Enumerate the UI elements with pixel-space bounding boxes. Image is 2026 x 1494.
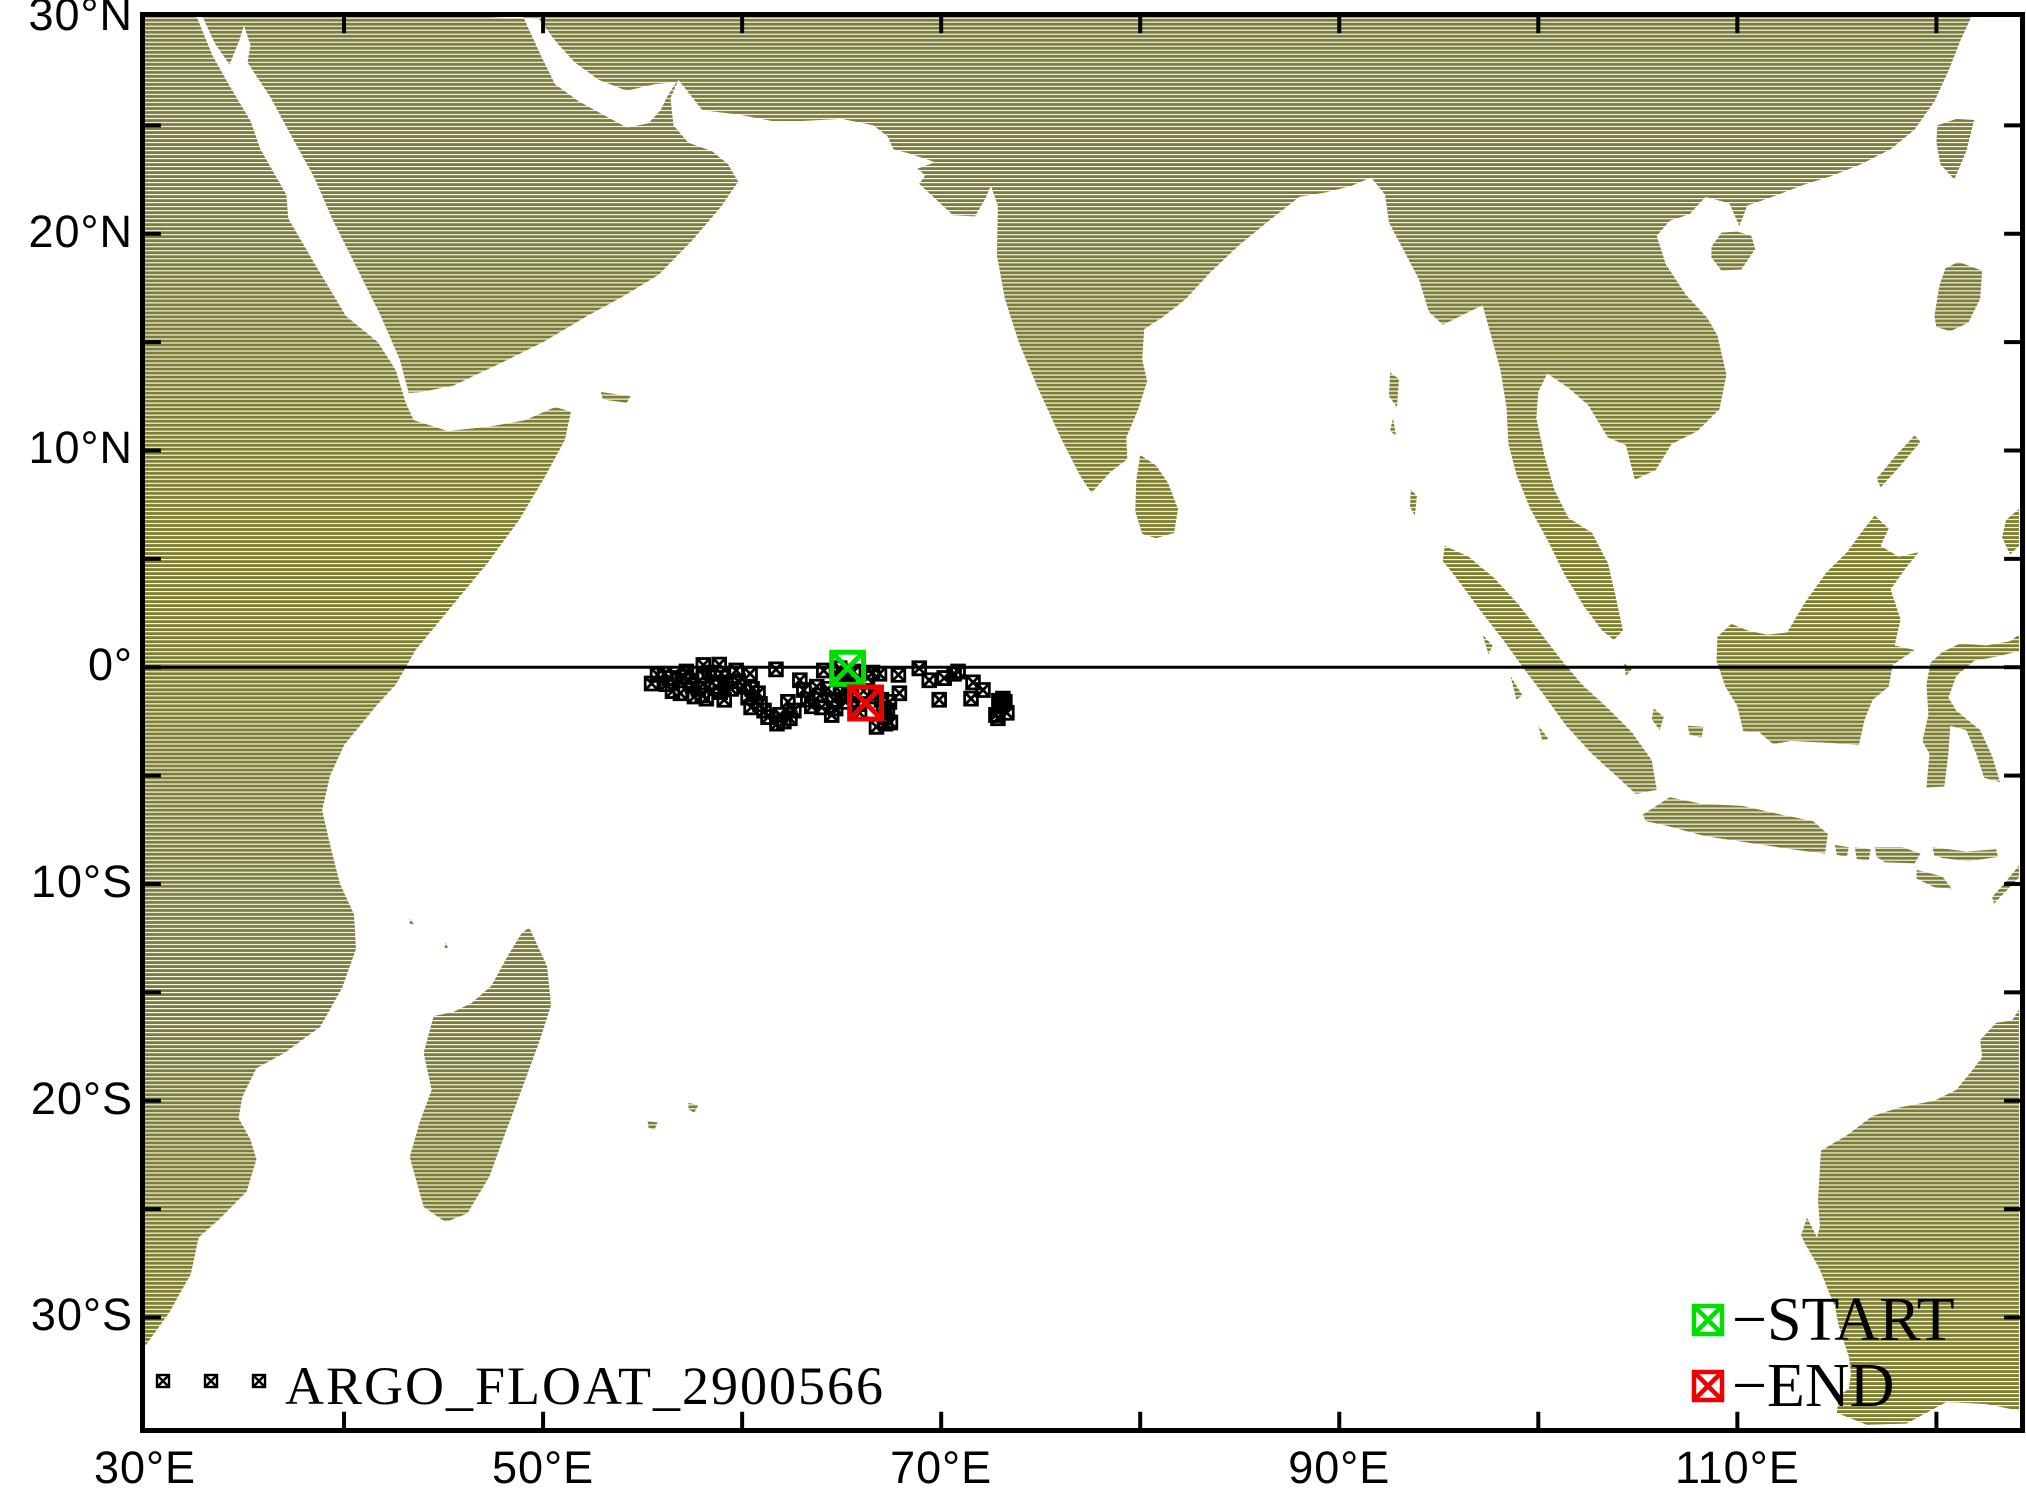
land-over-water-polygons bbox=[559, 103, 575, 136]
land-pagai bbox=[1538, 725, 1549, 741]
float-icon-box bbox=[155, 1373, 171, 1389]
land-sulawesi bbox=[1922, 634, 2020, 788]
land-lingga bbox=[1623, 662, 1632, 676]
y-axis-label-0°: 0° bbox=[87, 639, 133, 691]
land-andaman_south bbox=[1390, 417, 1396, 436]
land-java bbox=[1642, 797, 1828, 854]
legend-start-dash: − bbox=[1732, 1286, 1767, 1354]
land-sumba bbox=[1916, 869, 1953, 890]
land-sri_lanka bbox=[1135, 454, 1179, 539]
start-icon-cross bbox=[1692, 1304, 1724, 1336]
water-overlay-polygons bbox=[490, 17, 677, 128]
float-icon-cross bbox=[252, 1374, 266, 1388]
float-markers-group bbox=[645, 658, 1013, 733]
land-reunion bbox=[647, 1121, 658, 1130]
map-svg bbox=[145, 17, 2020, 1428]
land-qatar bbox=[559, 103, 575, 136]
land-hainan bbox=[1711, 231, 1756, 271]
x-axis-label-50°E: 50°E bbox=[492, 1442, 595, 1493]
x-axis-label-90°E: 90°E bbox=[1288, 1442, 1391, 1493]
land-mayotte bbox=[444, 942, 449, 949]
float-marker-icon bbox=[251, 1373, 267, 1389]
land-palawan bbox=[1876, 435, 1921, 488]
land-bali bbox=[1834, 844, 1849, 857]
land-eurasia bbox=[202, 17, 1972, 641]
y-axis-label-20°S: 20°S bbox=[30, 1072, 133, 1124]
map-frame bbox=[140, 12, 2025, 1433]
land-nicobar bbox=[1409, 489, 1417, 516]
float-marker-icon bbox=[203, 1373, 219, 1389]
x-axis-label-70°E: 70°E bbox=[890, 1442, 993, 1493]
end-marker-icon bbox=[1691, 1369, 1725, 1403]
y-axis-label-10°S: 10°S bbox=[30, 855, 133, 907]
land-mindanao_edge bbox=[2002, 509, 2020, 555]
axis-ticks-group bbox=[145, 17, 2020, 1428]
land-bangka bbox=[1651, 708, 1664, 731]
end-marker bbox=[850, 687, 882, 719]
land-socotra bbox=[600, 391, 631, 403]
float-icon-box bbox=[251, 1373, 267, 1389]
y-axis-label-30°N: 30°N bbox=[28, 0, 133, 40]
start-marker bbox=[832, 652, 864, 684]
float-icon-cross bbox=[204, 1374, 218, 1388]
land-madagascar bbox=[409, 927, 552, 1223]
land-polygons bbox=[145, 17, 2020, 1425]
start-marker-icon bbox=[1691, 1303, 1725, 1337]
float-icon-box bbox=[203, 1373, 219, 1389]
land-comoros bbox=[409, 918, 415, 926]
land-mentawai bbox=[1510, 675, 1523, 700]
water-persian_gulf bbox=[490, 17, 677, 128]
land-flores bbox=[1932, 847, 1999, 862]
legend-end-entry: −END bbox=[1732, 1354, 1894, 1418]
end-icon-cross bbox=[1692, 1370, 1724, 1402]
land-australia bbox=[1801, 1009, 2020, 1425]
land-taiwan bbox=[1936, 118, 1975, 180]
land-belitung bbox=[1687, 725, 1704, 738]
land-luzon bbox=[1934, 261, 1983, 332]
land-nias bbox=[1482, 634, 1493, 655]
y-axis-label-30°S: 30°S bbox=[30, 1289, 133, 1341]
start-icon-box bbox=[1691, 1303, 1725, 1337]
land-africa bbox=[145, 17, 571, 1346]
legend-float-label: ARGO_FLOAT_2900566 bbox=[285, 1356, 886, 1416]
end-icon-box bbox=[1691, 1369, 1725, 1403]
y-axis-label-10°N: 10°N bbox=[28, 422, 133, 474]
land-andaman_north bbox=[1389, 372, 1399, 408]
legend-start-label: START bbox=[1766, 1286, 1955, 1354]
land-sumbawa bbox=[1874, 847, 1921, 864]
float-markers-path bbox=[645, 658, 1013, 733]
legend-end-label: END bbox=[1766, 1352, 1895, 1420]
land-lombok bbox=[1854, 847, 1871, 861]
legend-end-dash: − bbox=[1732, 1352, 1767, 1420]
y-axis-label-20°N: 20°N bbox=[28, 205, 133, 257]
start-end-markers-group bbox=[832, 652, 882, 719]
land-mauritius bbox=[688, 1102, 699, 1113]
float-icon-cross bbox=[156, 1374, 170, 1388]
land-sumatra bbox=[1442, 545, 1657, 795]
land-borneo bbox=[1716, 515, 1919, 746]
x-axis-label-110°E: 110°E bbox=[1674, 1442, 1800, 1493]
x-axis-label-30°E: 30°E bbox=[93, 1442, 197, 1493]
legend-start-entry: −START bbox=[1732, 1288, 1955, 1352]
float-marker-icon bbox=[155, 1373, 171, 1389]
